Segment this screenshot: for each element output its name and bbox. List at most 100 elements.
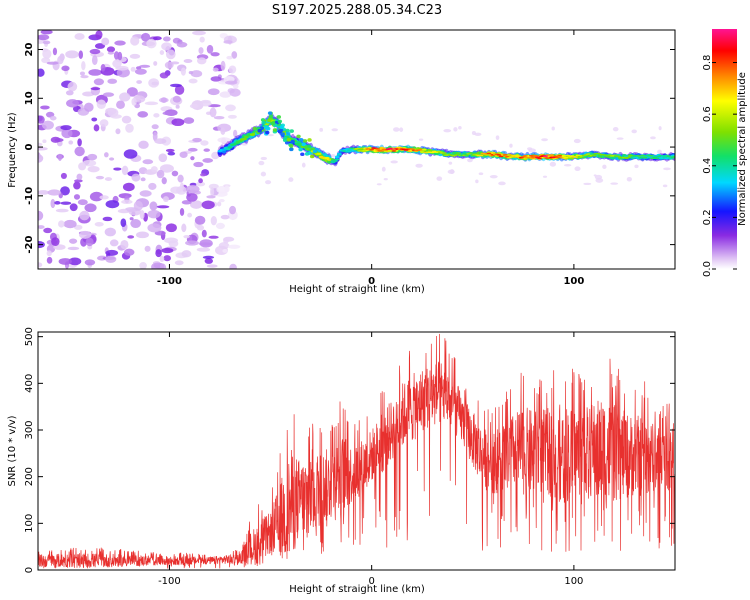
spectrogram-noise-blob [49, 115, 57, 121]
spectrogram-noise-blob [38, 115, 45, 124]
spectrogram-ridge-cell [670, 156, 675, 159]
spectrogram-noise-blob [57, 153, 63, 161]
spectrogram-ridge-cell [259, 126, 265, 131]
spectrogram-noise-blob [135, 231, 150, 239]
colorbar-tick-label: 0.8 [702, 55, 713, 71]
spectrogram-noise-blob [200, 173, 206, 177]
spectrogram-ridge-cell [615, 155, 621, 158]
snr-x-tick-label: 0 [368, 576, 374, 587]
snr-y-tick-label: 100 [24, 514, 35, 533]
spectrogram-ridge-cell [456, 152, 462, 154]
spectrogram-ridge-cell [302, 139, 308, 143]
spectrogram-noise-blob [201, 229, 207, 238]
spectrogram-noise-blob [96, 99, 107, 110]
spectrogram-noise-blob [146, 39, 157, 49]
spectrogram-x-axis-label: Height of straight line (km) [289, 284, 425, 295]
spectrogram-ridge-cell [591, 154, 597, 157]
spectrogram-noise-blob [224, 185, 230, 193]
spectrogram-ridge-cell [636, 155, 641, 157]
spectrogram-noise-blob [149, 201, 158, 211]
spectrogram-noise-blob [202, 255, 215, 259]
spectrogram-noise-blob [109, 157, 115, 161]
spectrogram-noise-blob [180, 67, 186, 76]
spectrogram-noise-blob [85, 237, 94, 247]
spectrogram-ridge-cell [298, 147, 303, 152]
spectrogram-ridge-cell [277, 119, 283, 124]
spectrogram-noise-blob [210, 52, 220, 57]
spectrogram-ridge-cell [282, 136, 288, 141]
spectrogram-noise-blob [156, 205, 170, 209]
spectrogram-noise-blob [73, 194, 81, 200]
spectrogram-noise-blob [163, 255, 171, 262]
spectrogram-ridge-cell [345, 151, 350, 153]
spectrogram-ridge-cell [529, 154, 534, 157]
spectrogram-ridge-cell [267, 118, 272, 123]
spectrogram-noise-blob [110, 114, 122, 119]
spectrogram-ridge-cell [468, 152, 474, 154]
spectrogram-noise-blob [38, 225, 45, 229]
spectrogram-noise-blob [174, 84, 185, 95]
spectrogram-speckle [258, 160, 265, 166]
spectrogram-noise-blob [188, 71, 194, 75]
spectrogram-ridge-cell [241, 137, 247, 141]
spectrogram-noise-blob [54, 201, 61, 205]
spectrogram-noise-blob [212, 67, 219, 72]
spectrogram-noise-blob [133, 200, 143, 211]
spectrogram-noise-blob [42, 139, 47, 144]
spectrogram-speckle [418, 138, 424, 141]
spectrogram-ridge-cell [227, 146, 233, 149]
spectrogram-noise-blob [134, 68, 147, 75]
spectrogram-noise-blob [158, 97, 169, 103]
spectrogram-noise-blob [200, 140, 209, 146]
spectrogram-noise-blob [198, 47, 204, 54]
spectrogram-speckle [658, 126, 662, 131]
spectrogram-ridge-cell [486, 152, 492, 155]
colorbar-tick-label: 0.6 [702, 106, 713, 122]
spectrogram-noise-blob [139, 64, 151, 68]
spectrogram-noise-blob [61, 65, 70, 72]
spectrogram-speckle [288, 177, 294, 182]
colorbar-tick-label: 0.2 [702, 209, 713, 225]
spectrogram-speckle [381, 166, 386, 172]
spectrogram-speckle [449, 169, 455, 175]
spectrogram-ridge-cell [286, 131, 291, 136]
spectrogram-noise-blob [99, 119, 109, 127]
spectrogram-ridge-cell [543, 155, 548, 157]
spectrogram-noise-blob [190, 70, 203, 78]
spectrogram-noise-blob [102, 92, 115, 97]
spectrogram-noise-blob [123, 248, 135, 256]
spectrogram-noise-blob [77, 138, 82, 147]
spectrogram-noise-blob [179, 151, 188, 158]
spectrogram-noise-blob [43, 227, 53, 234]
spectrogram-noise-blob [129, 53, 141, 59]
spectrogram-speckle [612, 126, 619, 132]
spectrogram-ridge-cell [296, 134, 301, 139]
spectrogram-noise-blob [165, 148, 175, 153]
spectrogram-noise-blob [231, 51, 238, 59]
spectrogram-speckle [631, 129, 637, 134]
spectrogram-ridge-cell [289, 129, 294, 133]
spectrogram-noise-blob [113, 167, 122, 171]
spectrogram-ridge-cell [537, 157, 542, 159]
spectrogram-speckle [399, 127, 404, 132]
spectrogram-ridge-cell [272, 128, 278, 132]
spectrogram-noise-blob [121, 199, 133, 205]
spectrogram-noise-blob [233, 129, 238, 138]
spectrogram-noise-blob [101, 37, 110, 46]
spectrogram-noise-blob [208, 235, 219, 239]
spectrogram-noise-blob [170, 83, 182, 88]
spectrogram-speckle [475, 179, 479, 184]
spectrogram-noise-blob [195, 181, 206, 187]
spectrogram-noise-blob [58, 258, 72, 265]
spectrogram-y-tick-label: 20 [24, 43, 35, 57]
spectrogram-noise-blob [46, 250, 52, 257]
spectrogram-noise-blob [162, 36, 171, 42]
spectrogram-noise-blob [67, 246, 80, 251]
snr-y-tick-label: 300 [24, 420, 35, 439]
spectrogram-noise-blob [89, 48, 101, 55]
spectrogram-noise-blob [192, 30, 206, 36]
spectrogram-noise-blob [38, 210, 44, 221]
spectrogram-ridge-cell [573, 156, 579, 158]
spectrogram-noise-blob [213, 116, 225, 120]
